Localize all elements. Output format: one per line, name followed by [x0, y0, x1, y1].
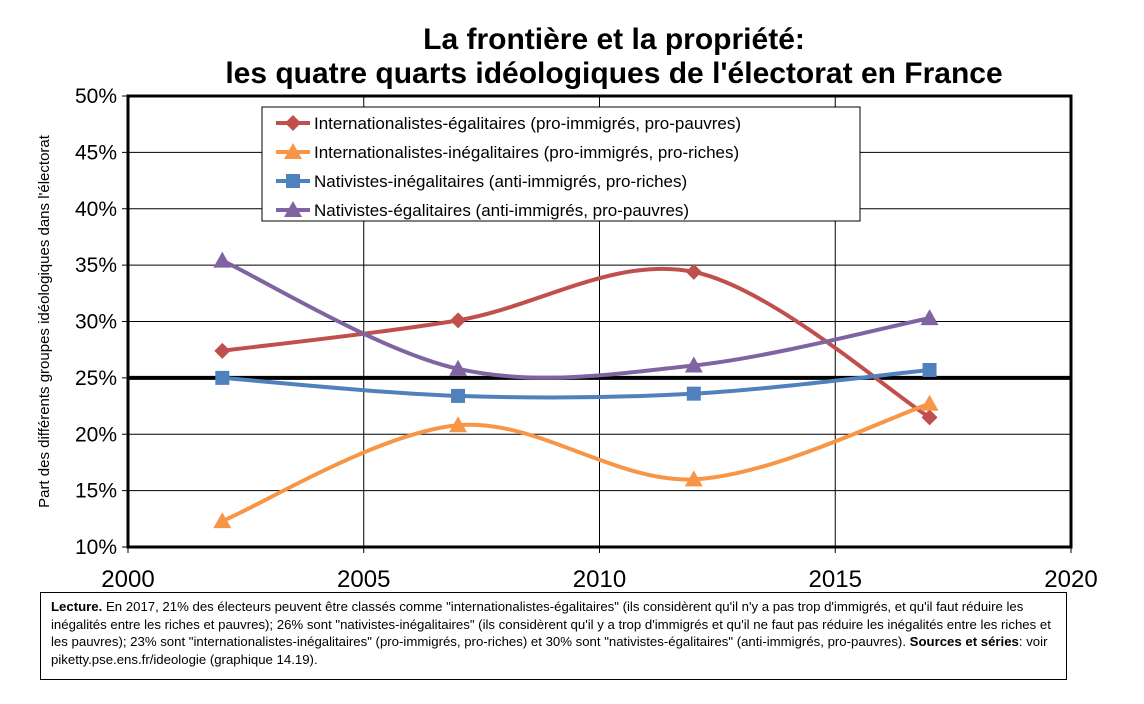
plot-frame [126, 94, 1073, 549]
line-chart: La frontière et la propriété: les quatre… [36, 23, 1098, 590]
chart-title-line-2: les quatre quarts idéologiques de l'élec… [225, 57, 1002, 90]
data-point-nativistes-inegalitaires-anti-immigres-p [451, 388, 466, 403]
legend-label: Internationalistes-égalitaires (pro-immi… [314, 114, 741, 133]
x-tick-label: 2020 [1044, 566, 1097, 590]
chart-title-line-1: La frontière et la propriété: [423, 23, 805, 56]
legend-label: Nativistes-égalitaires (anti-immigrés, p… [314, 201, 689, 220]
lecture-text: En 2017, 21% des électeurs peuvent être … [51, 599, 1051, 649]
data-point-nativistes-inegalitaires-anti-immigres-p [922, 362, 937, 377]
lecture-label: Lecture. [51, 599, 103, 614]
series-layer [213, 251, 939, 529]
data-point-nativistes-egalitaires-anti-immigres-pro [213, 251, 232, 268]
x-tick-label: 2010 [573, 566, 626, 590]
sources-label: Sources et séries [909, 634, 1019, 649]
data-point-internationalistes-inegalitaires-pro-imm [213, 512, 232, 529]
data-point-nativistes-inegalitaires-anti-immigres-p [686, 386, 701, 401]
legend-label: Internationalistes-inégalitaires (pro-im… [314, 143, 739, 162]
data-point-internationalistes-egalitaires-pro-immig [214, 342, 231, 359]
legend: Internationalistes-égalitaires (pro-immi… [261, 106, 861, 222]
y-tick-label: 40% [75, 198, 117, 221]
legend-swatch-marker [284, 201, 302, 217]
legend-label: Nativistes-inégalitaires (anti-immigrés,… [314, 172, 687, 191]
x-tick-label: 2005 [337, 566, 390, 590]
legend-swatch-marker [286, 174, 300, 188]
data-point-nativistes-egalitaires-anti-immigres-pro [920, 309, 939, 326]
data-point-internationalistes-egalitaires-pro-immig [685, 263, 702, 280]
y-tick-label: 20% [75, 423, 117, 446]
data-point-internationalistes-inegalitaires-pro-imm [449, 416, 468, 433]
y-tick-label: 25% [75, 367, 117, 390]
series-line-internationalistes-inegalitaires-pro-imm [221, 401, 931, 523]
data-point-nativistes-inegalitaires-anti-immigres-p [215, 370, 230, 385]
x-tick-label: 2015 [809, 566, 862, 590]
legend-box [261, 106, 861, 222]
x-tick-label: 2000 [101, 566, 154, 590]
series-line-nativistes-egalitaires-anti-immigres-pro [221, 258, 930, 380]
data-point-internationalistes-egalitaires-pro-immig [450, 312, 467, 329]
data-point-internationalistes-inegalitaires-pro-imm [920, 394, 939, 411]
series-line-internationalistes-egalitaires-pro-immig [222, 266, 931, 420]
data-point-nativistes-egalitaires-anti-immigres-pro [449, 359, 468, 376]
y-tick-label: 50% [75, 85, 117, 108]
y-tick-label: 15% [75, 480, 117, 503]
reading-note: Lecture. En 2017, 21% des électeurs peuv… [40, 592, 1067, 680]
legend-swatch-marker [284, 143, 302, 159]
data-point-internationalistes-inegalitaires-pro-imm [684, 470, 703, 487]
series-line-nativistes-inegalitaires-anti-immigres-p [222, 367, 930, 400]
axes: 10% 15% 20% 25% 30% 35% 40% 45% 50% 2000 2005 2010 2… [36, 85, 1098, 590]
y-tick-label: 30% [75, 311, 117, 334]
y-tick-label: 45% [75, 141, 117, 164]
sources-text: : voir piketty.pse.ens.fr/ideologie (gra… [51, 634, 1048, 667]
y-tick-label: 10% [75, 536, 117, 559]
y-axis-label: Part des différents groupes idéologiques… [36, 134, 53, 508]
data-point-nativistes-egalitaires-anti-immigres-pro [684, 356, 703, 373]
data-point-internationalistes-egalitaires-pro-immig [921, 409, 938, 426]
y-tick-label: 35% [75, 254, 117, 277]
legend-swatch-marker [285, 115, 301, 131]
